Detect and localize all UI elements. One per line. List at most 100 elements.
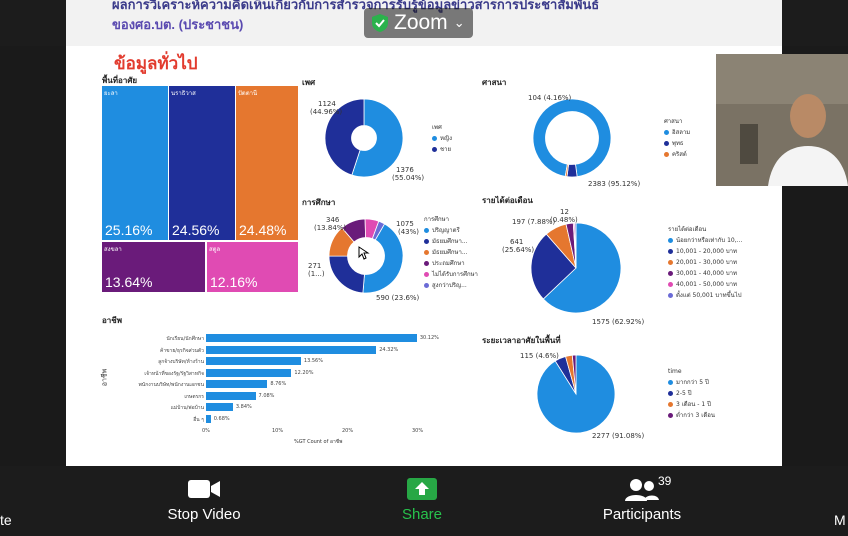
occupation-bar	[206, 403, 233, 411]
residence-tile-name: สงขลา	[104, 247, 122, 253]
legend-dot-icon	[424, 228, 429, 233]
residence-tile-4: สงขลา 13.64%	[102, 242, 205, 292]
legend-dot-icon	[668, 260, 673, 265]
section-title: ข้อมูลทั่วไป	[114, 54, 198, 74]
zoom-security-badge[interactable]: Zoom ⌄	[364, 8, 473, 38]
gender-pie-chart	[324, 98, 404, 178]
income-legend-item: ตั้งแต่ 50,001 บาทขึ้นไป	[668, 290, 742, 301]
income-slice-6	[574, 222, 577, 269]
residence-tile-2: นราธิวาส 24.56%	[169, 86, 235, 240]
education-legend-item: มัธยมศึกษา...	[424, 236, 478, 247]
gender-legend: เพศ หญิง ชาย	[432, 122, 452, 155]
mute-button[interactable]: te	[0, 512, 12, 528]
duration-title: ระยะเวลาอาศัยในพื้นที่	[482, 336, 561, 345]
legend-dot-icon	[668, 402, 673, 407]
legend-dot-icon	[424, 239, 429, 244]
income-legend-item: น้อยกว่าหรือเท่ากับ 10,...	[668, 235, 742, 246]
legend-label: 3 เดือน - 1 ปี	[676, 401, 711, 408]
legend-label: มากกว่า 5 ปี	[676, 379, 709, 386]
gender-label-top: 1124	[318, 100, 336, 108]
occupation-title: อาชีพ	[102, 316, 122, 325]
duration-legend-item: ต่ำกว่า 3 เดือน	[668, 410, 715, 421]
legend-label: 2-5 ปี	[676, 390, 692, 397]
legend-label: ต่ำกว่า 3 เดือน	[676, 412, 715, 419]
legend-dot-icon	[668, 238, 673, 243]
religion-legend-item: คริสต์	[664, 149, 690, 160]
occupation-bar	[206, 334, 417, 342]
share-screen-button[interactable]: Share	[394, 478, 450, 523]
legend-dot-icon	[668, 293, 673, 298]
participant-video-thumbnail[interactable]	[716, 54, 848, 186]
duration-legend: time มากกว่า 5 ปี 2-5 ปี 3 เดือน - 1 ปีต่ำ…	[668, 366, 715, 421]
residence-tile-name: ยะลา	[104, 91, 118, 97]
occupation-bar-label: อื่น ๆ	[193, 416, 204, 423]
shield-icon	[372, 14, 388, 32]
legend-dot-icon	[424, 272, 429, 277]
occupation-bar	[206, 357, 301, 365]
education-legend-item: ประถมศึกษา	[424, 258, 478, 269]
income-legend: รายได้ต่อเดือน น้อยกว่าหรือเท่ากับ 10,..…	[668, 224, 742, 301]
legend-label: ปริญญาตรี	[432, 227, 460, 234]
occupation-bar-value: 30.12%	[419, 335, 439, 341]
gender-slice-1	[351, 98, 404, 178]
legend-dot-icon	[664, 130, 669, 135]
income-legend-item: 10,001 - 20,000 บาท	[668, 246, 742, 257]
occupation-bar-label: เจ้าหน้าที่ของรัฐ/รัฐวิสาหกิจ	[144, 370, 204, 377]
legend-label: 40,001 - 50,000 บาท	[676, 281, 738, 288]
income-legend-item: 30,001 - 40,000 บาท	[668, 268, 742, 279]
residence-tile-3: ปัตตานี 24.48%	[236, 86, 298, 240]
legend-dot-icon	[668, 249, 673, 254]
income-label-a3: (0.48%)	[550, 216, 578, 224]
participants-button[interactable]: 39 Participants	[594, 474, 690, 523]
participants-count: 39	[658, 474, 672, 488]
education-label-b-pct: (43%)	[398, 228, 420, 236]
gender-label-bottom-pct: (55.04%)	[392, 174, 425, 182]
occupation-axis-tick: 10%	[272, 428, 284, 434]
stop-video-button[interactable]: Stop Video	[160, 478, 248, 523]
stop-video-label: Stop Video	[167, 506, 241, 523]
occupation-bar-label: พนักงานบริษัท/พนักงานเอกชน	[138, 382, 204, 388]
occupation-bar	[206, 345, 377, 354]
duration-legend-item: 2-5 ปี	[668, 388, 715, 399]
education-legend: การศึกษา ปริญญาตรี มัธยมศึกษา... มัธยมศึกษ…	[424, 214, 478, 291]
legend-dot-icon	[668, 282, 673, 287]
occupation-bar-label: นักเรียน/นักศึกษา	[166, 336, 204, 342]
occupation-x-axis-label: %GT Count of อาชีพ	[294, 439, 343, 445]
gender-label-bottom: 1376	[396, 166, 414, 174]
legend-label: อิสลาม	[672, 129, 691, 136]
more-button[interactable]: M	[834, 512, 846, 528]
legend-dot-icon	[432, 147, 437, 152]
chevron-down-icon: ⌄	[453, 15, 465, 30]
income-label-b-pct: (25.64%)	[502, 246, 535, 254]
participant-person-icon	[716, 54, 848, 186]
religion-legend-item: พุทธ	[664, 138, 690, 149]
income-legend-title: รายได้ต่อเดือน	[668, 226, 707, 233]
legend-label: ประถมศึกษา	[432, 260, 465, 267]
income-legend-item: 40,001 - 50,000 บาท	[668, 279, 742, 290]
residence-tile-name: สตูล	[209, 247, 221, 253]
video-camera-icon	[188, 480, 220, 498]
duration-legend-title: time	[668, 368, 682, 375]
duration-label-bottom: 2277 (91.08%)	[592, 432, 645, 440]
occupation-bar-value: 8.76%	[270, 381, 287, 387]
income-label-a2: 12	[560, 208, 569, 216]
legend-label: มัธยมศึกษา...	[432, 249, 468, 256]
residence-tile-name: ปัตตานี	[238, 91, 258, 97]
duration-label-top: 115 (4.6%)	[520, 352, 559, 360]
income-label-b: 641	[510, 238, 524, 246]
share-screen-icon	[407, 478, 437, 500]
occupation-bar	[206, 414, 211, 423]
occupation-bar-label: ค้าขาย/ธุรกิจส่วนตัว	[159, 347, 204, 354]
legend-dot-icon	[424, 283, 429, 288]
education-title: การศึกษา	[302, 198, 336, 207]
occupation-bar-label: แม่บ้าน/พ่อบ้าน	[170, 405, 204, 411]
religion-legend-item: อิสลาม	[664, 127, 690, 138]
occupation-bar-value: 3.84%	[235, 404, 252, 410]
religion-slice-1	[532, 98, 612, 178]
occupation-axis-tick: 20%	[342, 428, 354, 434]
income-label-a: 197 (7.88%)	[512, 218, 556, 226]
religion-title: ศาสนา	[482, 78, 507, 87]
residence-tile-percent: 25.16%	[105, 222, 153, 238]
legend-label: มัธยมศึกษา...	[432, 238, 468, 245]
occupation-bar-value: 13.56%	[303, 358, 323, 364]
